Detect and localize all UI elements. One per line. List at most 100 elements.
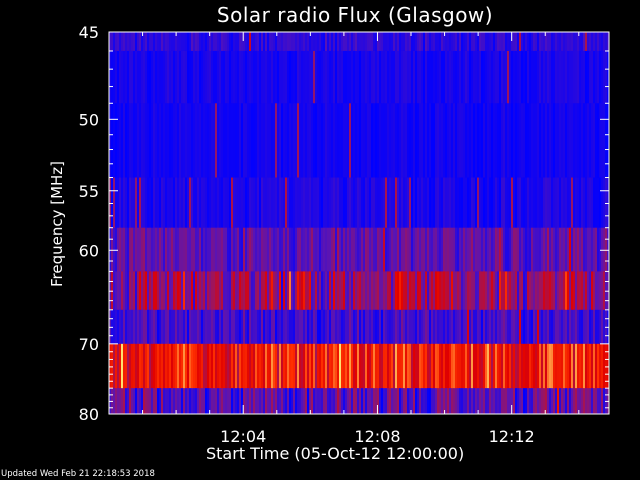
spectrogram-cell bbox=[281, 388, 284, 415]
spectrogram-cell bbox=[547, 32, 550, 52]
spectrogram-cell bbox=[577, 50, 580, 104]
spectrogram-cell bbox=[433, 103, 436, 178]
spectrogram-cell bbox=[219, 50, 222, 104]
spectrogram-cell bbox=[525, 309, 528, 345]
spectrogram-cell bbox=[285, 103, 288, 178]
spectrogram-cell bbox=[383, 309, 386, 345]
spectrogram-cell bbox=[591, 50, 594, 104]
spectrogram-cell bbox=[151, 271, 154, 311]
spectrogram-cell bbox=[209, 309, 212, 345]
spectrogram-cell bbox=[187, 32, 190, 52]
spectrogram-cell bbox=[369, 177, 372, 229]
spectrogram-cell bbox=[587, 32, 590, 52]
spectrogram-cell bbox=[531, 227, 534, 272]
spectrogram-cell bbox=[149, 343, 152, 389]
spectrogram-cell bbox=[391, 177, 394, 229]
spectrogram-cell bbox=[135, 177, 138, 229]
spectrogram-cell bbox=[375, 309, 378, 345]
spectrogram-cell bbox=[277, 271, 280, 311]
spectrogram-cell bbox=[413, 227, 416, 272]
spectrogram-cell bbox=[183, 343, 186, 389]
spectrogram-cell bbox=[357, 50, 360, 104]
spectrogram-cell bbox=[517, 309, 520, 345]
spectrogram-cell bbox=[353, 227, 356, 272]
spectrogram-cell bbox=[507, 271, 510, 311]
spectrogram-cell bbox=[317, 103, 320, 178]
spectrogram-cell bbox=[355, 227, 358, 272]
spectrogram-cell bbox=[497, 50, 500, 104]
spectrogram-cell bbox=[357, 177, 360, 229]
spectrogram-cell bbox=[119, 388, 122, 415]
spectrogram-cell bbox=[133, 177, 136, 229]
spectrogram-cell bbox=[371, 271, 374, 311]
spectrogram-cell bbox=[577, 388, 580, 415]
spectrogram-cell bbox=[221, 103, 224, 178]
spectrogram-cell bbox=[305, 103, 308, 178]
spectrogram-cell bbox=[375, 32, 378, 52]
spectrogram-cell bbox=[225, 227, 228, 272]
spectrogram-cell bbox=[399, 177, 402, 229]
spectrogram-cell bbox=[523, 227, 526, 272]
spectrogram-cell bbox=[523, 343, 526, 389]
spectrogram-cell bbox=[583, 32, 586, 52]
spectrogram-cell bbox=[425, 103, 428, 178]
spectrogram-cell bbox=[535, 271, 538, 311]
spectrogram-cell bbox=[325, 50, 328, 104]
spectrogram-cell bbox=[459, 388, 462, 415]
spectrogram-cell bbox=[511, 227, 514, 272]
spectrogram-cell bbox=[541, 388, 544, 415]
spectrogram-cell bbox=[577, 271, 580, 311]
spectrogram-cell bbox=[291, 271, 294, 311]
spectrogram-cell bbox=[279, 103, 282, 178]
spectrogram-cell bbox=[119, 343, 122, 389]
spectrogram-cell bbox=[505, 103, 508, 178]
spectrogram-cell bbox=[185, 32, 188, 52]
spectrogram-cell bbox=[515, 271, 518, 311]
spectrogram-cell bbox=[389, 388, 392, 415]
spectrogram-cell bbox=[255, 103, 258, 178]
spectrogram-cell bbox=[193, 50, 196, 104]
spectrogram-cell bbox=[227, 227, 230, 272]
spectrogram-cell bbox=[547, 103, 550, 178]
spectrogram-cell bbox=[249, 343, 252, 389]
spectrogram-cell bbox=[477, 50, 480, 104]
spectrogram-cell bbox=[525, 388, 528, 415]
spectrogram-cell bbox=[505, 227, 508, 272]
spectrogram-cell bbox=[319, 50, 322, 104]
spectrogram-cell bbox=[529, 103, 532, 178]
spectrogram-cell bbox=[303, 388, 306, 415]
spectrogram-cell bbox=[199, 309, 202, 345]
spectrogram-cell bbox=[115, 103, 118, 178]
spectrogram-cell bbox=[257, 309, 260, 345]
spectrogram-cell bbox=[247, 50, 250, 104]
spectrogram-cell bbox=[129, 177, 132, 229]
spectrogram-cell bbox=[593, 227, 596, 272]
spectrogram-cell bbox=[143, 271, 146, 311]
spectrogram-cell bbox=[179, 309, 182, 345]
spectrogram-cell bbox=[127, 227, 130, 272]
spectrogram-cell bbox=[373, 388, 376, 415]
spectrogram-cell bbox=[587, 227, 590, 272]
spectrogram-cell bbox=[449, 309, 452, 345]
spectrogram-cell bbox=[291, 309, 294, 345]
spectrogram-cell bbox=[469, 103, 472, 178]
spectrogram-cell bbox=[345, 50, 348, 104]
spectrogram-cell bbox=[303, 227, 306, 272]
spectrogram-cell bbox=[177, 343, 180, 389]
spectrogram-cell bbox=[371, 227, 374, 272]
y-tick-label: 60 bbox=[79, 241, 99, 260]
spectrogram-cell bbox=[523, 103, 526, 178]
spectrogram-cell bbox=[299, 271, 302, 311]
spectrogram-cell bbox=[327, 177, 330, 229]
spectrogram-cell bbox=[365, 271, 368, 311]
spectrogram-cell bbox=[463, 50, 466, 104]
spectrogram-cell bbox=[565, 32, 568, 52]
spectrogram-cell bbox=[309, 309, 312, 345]
spectrogram-cell bbox=[447, 32, 450, 52]
spectrogram-cell bbox=[325, 343, 328, 389]
spectrogram-cell bbox=[445, 32, 448, 52]
spectrogram-cell bbox=[297, 388, 300, 415]
spectrogram-cell bbox=[365, 388, 368, 415]
spectrogram-cell bbox=[355, 177, 358, 229]
spectrogram-cell bbox=[599, 271, 602, 311]
